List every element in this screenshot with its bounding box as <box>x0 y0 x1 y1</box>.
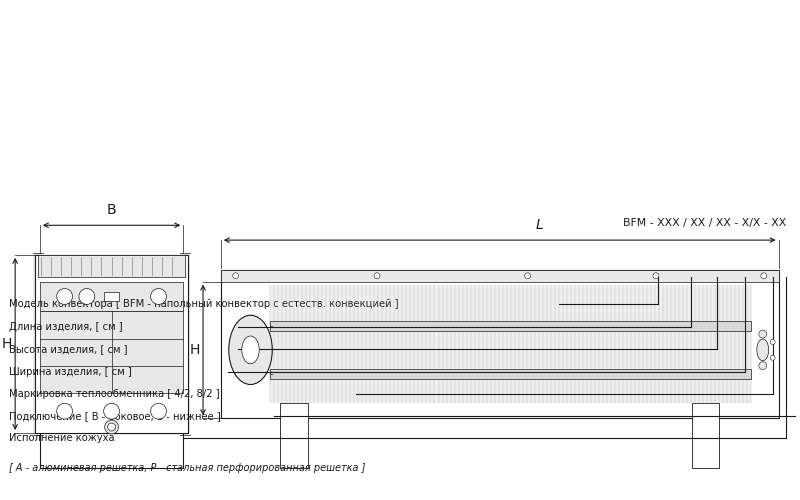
Ellipse shape <box>242 336 259 363</box>
Text: H: H <box>2 337 13 351</box>
Bar <box>180 253 190 435</box>
Text: Подключение [ B - боковое, S - нижнее ]: Подключение [ B - боковое, S - нижнее ] <box>10 411 221 421</box>
Circle shape <box>150 404 166 419</box>
Text: Длина изделия, [ см ]: Длина изделия, [ см ] <box>10 322 123 332</box>
Bar <box>270 321 751 331</box>
Bar <box>38 255 186 276</box>
Circle shape <box>653 272 659 278</box>
Bar <box>221 270 778 418</box>
Text: Исполнение кожуха: Исполнение кожуха <box>10 433 115 443</box>
Bar <box>280 404 308 468</box>
Bar <box>40 433 183 468</box>
Circle shape <box>759 330 766 338</box>
Circle shape <box>525 272 530 278</box>
Text: Ширина изделия, [ см ]: Ширина изделия, [ см ] <box>10 366 132 376</box>
Ellipse shape <box>229 316 272 384</box>
Bar <box>221 270 778 281</box>
Bar <box>104 292 119 302</box>
Circle shape <box>761 272 766 278</box>
Text: L: L <box>535 218 543 232</box>
Circle shape <box>104 404 119 419</box>
Bar <box>270 368 751 378</box>
Text: BFM - XXX / XX / XX - X/X - XX: BFM - XXX / XX / XX - X/X - XX <box>623 218 786 228</box>
Bar <box>40 312 183 394</box>
Circle shape <box>150 288 166 304</box>
Circle shape <box>57 288 73 304</box>
Text: [ A - алюминевая решетка, P - стальная перфорированная решетка ]: [ A - алюминевая решетка, P - стальная п… <box>10 462 366 472</box>
Bar <box>691 404 719 468</box>
Circle shape <box>57 404 73 419</box>
Circle shape <box>79 288 94 304</box>
Circle shape <box>759 362 766 370</box>
Bar <box>270 284 751 404</box>
Circle shape <box>233 272 238 278</box>
Bar <box>35 255 188 433</box>
Text: B: B <box>106 204 116 218</box>
Text: Модель конвектора [ BFM - напольный конвектор с естеств. конвекцией ]: Модель конвектора [ BFM - напольный конв… <box>10 300 399 310</box>
Circle shape <box>770 356 775 360</box>
Bar <box>40 282 183 312</box>
Circle shape <box>770 340 775 344</box>
Circle shape <box>374 272 380 278</box>
Ellipse shape <box>757 339 769 361</box>
Text: Высота изделия, [ см ]: Высота изделия, [ см ] <box>10 344 128 354</box>
Text: Маркировка теплообменника [ 4/2, 8/2 ]: Маркировка теплообменника [ 4/2, 8/2 ] <box>10 390 220 400</box>
Circle shape <box>105 420 118 434</box>
Circle shape <box>108 423 115 431</box>
Bar <box>33 253 43 435</box>
Text: H: H <box>190 343 200 357</box>
